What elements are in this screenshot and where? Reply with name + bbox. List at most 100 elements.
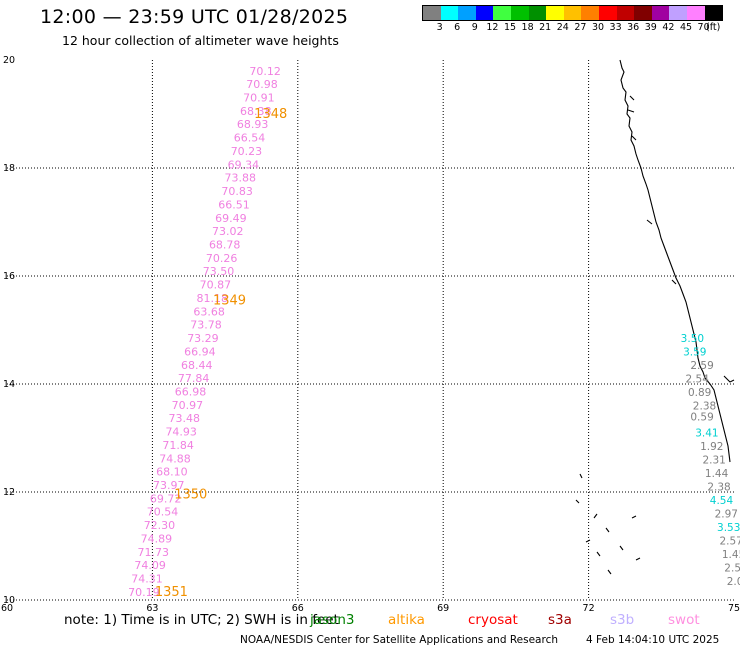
pass-number-label: 1349 — [213, 293, 246, 308]
color-swatch — [651, 6, 670, 20]
coastal-wave-height-label: 2.38 — [693, 401, 716, 413]
swot-wave-height-label: 69.34 — [228, 158, 259, 171]
swot-wave-height-label: 73.50 — [203, 265, 235, 278]
color-swatch — [440, 6, 459, 20]
color-swatch — [475, 6, 494, 20]
color-swatch — [458, 6, 476, 20]
swot-wave-height-label: 73.48 — [169, 412, 201, 425]
generation-timestamp: 4 Feb 14:04:10 UTC 2025 — [586, 634, 720, 646]
coastal-wave-height-label: 2.97 — [715, 509, 738, 521]
coastline — [575, 59, 735, 575]
color-swatch — [546, 6, 564, 20]
coastal-track-values: 3.503.592.592.540.892.380.593.411.922.31… — [681, 333, 740, 588]
latitude-tick-label: 16 — [3, 271, 15, 282]
swot-wave-height-label: 74.88 — [159, 452, 191, 465]
color-swatch — [423, 6, 441, 20]
swot-wave-height-label: 70.26 — [206, 252, 238, 265]
swot-wave-height-label: 73.29 — [187, 332, 219, 345]
swot-wave-height-label: 74.89 — [141, 532, 173, 545]
color-swatch — [563, 6, 582, 20]
coastal-wave-height-label: 2.31 — [702, 455, 725, 467]
longitude-tick-label: 63 — [146, 603, 158, 614]
swot-wave-height-label: 74.31 — [131, 573, 163, 586]
swot-wave-height-label: 69.72 — [150, 492, 182, 505]
swot-wave-height-label: 71.84 — [162, 439, 194, 452]
color-scale-label: 21 — [539, 22, 552, 33]
legend-s3b: s3b — [610, 612, 635, 628]
coastal-wave-height-label: 2.54 — [686, 374, 710, 386]
color-scale-label: 42 — [662, 22, 675, 33]
color-scale-label: 27 — [574, 22, 587, 33]
color-swatch — [510, 6, 529, 20]
swot-wave-height-label: 66.51 — [218, 198, 250, 211]
color-scale-label: 24 — [556, 22, 569, 33]
swot-wave-height-label: 68.38 — [240, 105, 272, 118]
color-scale-label: 15 — [503, 22, 517, 33]
latitude-tick-label: 10 — [3, 595, 15, 606]
color-swatch — [669, 6, 687, 20]
swot-wave-height-label: 68.10 — [156, 466, 188, 479]
coastal-wave-height-label: 3.41 — [695, 428, 718, 440]
swot-wave-height-label: 70.91 — [243, 92, 275, 105]
swot-wave-height-label: 68.93 — [237, 118, 269, 131]
swot-wave-height-label: 73.97 — [153, 479, 185, 492]
color-scale-label: 18 — [521, 22, 534, 33]
lat-lon-grid — [7, 60, 734, 601]
color-scale-label: 39 — [644, 22, 657, 33]
coastal-wave-height-label: 1.92 — [700, 441, 723, 453]
swot-wave-height-label: 70.54 — [147, 506, 179, 519]
latitude-tick-label: 14 — [3, 379, 15, 390]
color-swatch — [634, 6, 652, 20]
lakshadweep-islands — [575, 473, 641, 575]
color-scale-label: 70 — [697, 22, 710, 33]
pass-number-label: 1348 — [254, 107, 287, 122]
color-swatch — [581, 6, 599, 20]
swot-wave-height-label: 70.19 — [128, 586, 160, 599]
color-swatch — [704, 6, 723, 20]
color-swatch — [616, 6, 635, 20]
color-scale-label: 36 — [627, 22, 640, 33]
swot-wave-height-label: 73.78 — [190, 319, 222, 332]
axis-tick-labels: 60 63 66 69 72 75 10 12 14 16 18 20 — [1, 55, 740, 614]
swot-wave-height-label: 71.73 — [137, 546, 169, 559]
swot-wave-height-label: 66.54 — [234, 132, 265, 145]
longitude-tick-label: 72 — [583, 603, 595, 614]
swot-wave-height-label: 73.02 — [212, 225, 244, 238]
map-title: 12:00 — 23:59 UTC 01/28/2025 — [40, 6, 349, 28]
swot-wave-height-label: 72.30 — [144, 519, 176, 532]
latitude-tick-label: 20 — [3, 55, 15, 66]
swot-wave-height-label: 70.97 — [172, 399, 204, 412]
swot-wave-height-label: 68.44 — [181, 359, 213, 372]
swot-wave-height-label: 70.23 — [231, 145, 263, 158]
coastal-wave-height-label: 2.01 — [727, 576, 740, 588]
swot-wave-height-label: 70.12 — [249, 65, 280, 78]
swot-track-values: 70.1270.9870.9168.3868.9366.5470.2369.34… — [128, 65, 281, 599]
legend-jason3: jason3 — [310, 612, 355, 628]
color-swatch — [686, 6, 705, 20]
legend-s3a: s3a — [548, 612, 572, 628]
pass-number-labels: 1348 1349 1350 1351 — [155, 107, 287, 600]
map-subtitle: 12 hour collection of altimeter wave hei… — [62, 33, 339, 48]
swot-wave-height-label: 77.84 — [178, 372, 210, 385]
coastal-wave-height-label: 2.38 — [707, 482, 730, 494]
coastal-wave-height-label: 0.89 — [688, 387, 711, 399]
legend-altika: altika — [388, 612, 425, 628]
color-swatch — [493, 6, 511, 20]
color-scale-label: 30 — [591, 22, 605, 33]
pass-number-label: 1351 — [155, 585, 188, 600]
wave-height-color-scale — [422, 5, 724, 21]
legend-cryosat: cryosat — [468, 612, 518, 628]
credit-line: NOAA/NESDIS Center for Satellite Applica… — [240, 634, 558, 646]
color-scale-label: 9 — [471, 22, 478, 33]
color-scale-label: (ft) — [706, 22, 721, 33]
coastal-wave-height-label: 1.45 — [722, 549, 740, 561]
swot-wave-height-label: 70.83 — [221, 185, 253, 198]
color-scale-label: 33 — [609, 22, 622, 33]
coastal-wave-height-label: 4.54 — [710, 495, 734, 507]
coastal-wave-height-label: 2.57 — [719, 536, 740, 548]
swot-wave-height-label: 70.98 — [246, 78, 278, 91]
swot-wave-height-label: 68.78 — [209, 239, 241, 252]
color-scale-labels: 3 6 9 12 15 18 21 24 27 30 33 36 39 42 45 70 (ft) — [422, 22, 732, 36]
west-india-coastline — [619, 59, 731, 463]
swot-wave-height-label: 69.49 — [215, 212, 247, 225]
